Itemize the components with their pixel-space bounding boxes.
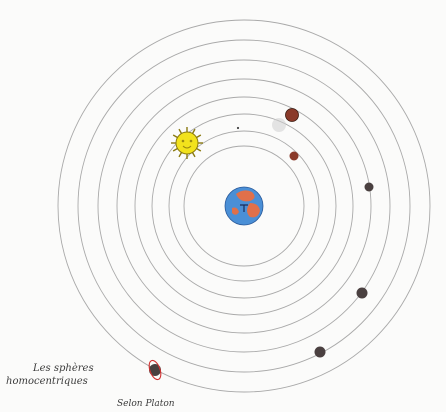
attribution-text: Selon Platon [117,399,175,409]
moon-icon [272,118,286,132]
small-dot-mark [237,127,239,129]
jupiter-icon [357,288,368,299]
saturn-icon [147,359,163,381]
sun-icon [171,127,203,159]
mars-icon [365,183,374,192]
celestial-bodies [147,109,374,382]
earth-icon [225,187,263,225]
title-line-2: homocentriques [6,376,88,387]
outer-planet-icon [315,347,326,358]
title-line-1: Les sphères [33,363,94,374]
mercury-icon [290,152,299,161]
venus-icon [286,109,299,122]
